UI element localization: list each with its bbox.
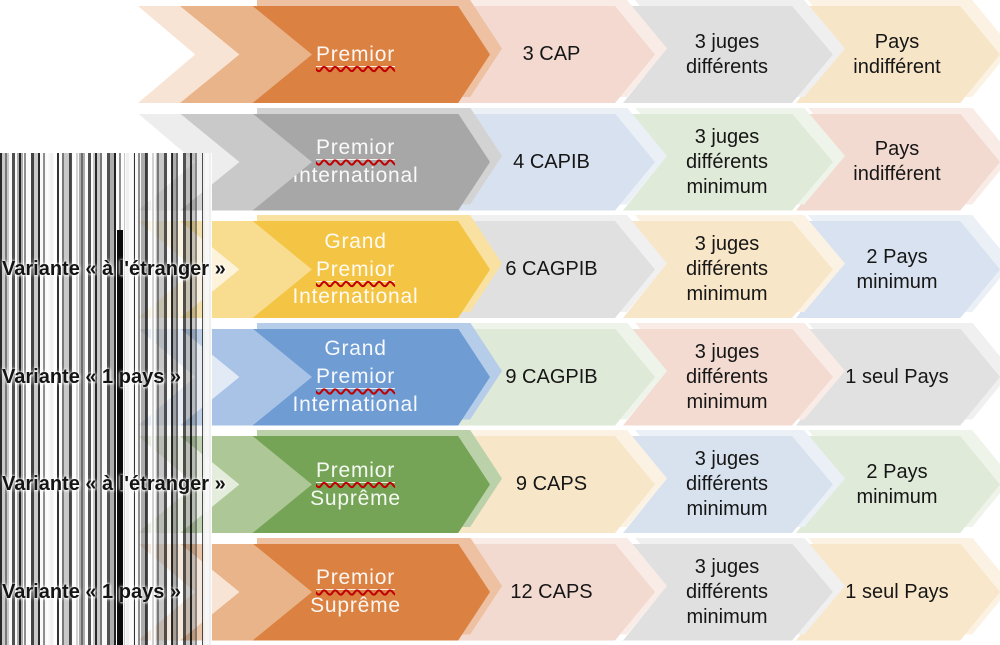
requirement-text: 6 CAGPIB bbox=[505, 258, 598, 280]
process-row-premior: Pays indifférent 3 juges différents 3 CAP P… bbox=[0, 0, 1000, 110]
title-line: Premior bbox=[315, 564, 396, 592]
glitch-bar-artifact bbox=[117, 230, 123, 645]
title-line: International bbox=[292, 392, 419, 416]
process-row-grand-premior-international-1pays: 1 seul Pays 3 juges différents minimum 9 C… bbox=[0, 322, 1000, 433]
requirement-text: 3 juges différents minimum bbox=[686, 340, 768, 413]
title-line: International bbox=[292, 285, 419, 309]
process-row-premior-supreme-etranger: 2 Pays minimum 3 juges différents minimum… bbox=[0, 430, 1000, 540]
requirement-text: 1 seul Pays bbox=[845, 580, 949, 603]
title-line: Suprême bbox=[310, 594, 401, 617]
title-text: Grand Premior International bbox=[245, 329, 490, 426]
requirement-text: 1 seul Pays bbox=[845, 365, 949, 388]
misspelled-word: Premior bbox=[315, 458, 396, 483]
requirement-text: 2 Pays minimum bbox=[856, 245, 938, 293]
glitch-artifact bbox=[0, 153, 212, 645]
title-line: Grand bbox=[324, 337, 387, 361]
requirement-text: 3 CAP bbox=[522, 43, 581, 65]
requirement-text: 3 juges différents minimum bbox=[686, 233, 768, 305]
process-row-premior-international: Pays indifférent 3 juges différents minim… bbox=[0, 107, 1000, 218]
misspelled-word: Premior bbox=[315, 257, 396, 282]
title-line: Premior bbox=[315, 256, 396, 284]
title-text: Premior bbox=[245, 6, 490, 103]
title-text: Grand Premior International bbox=[245, 221, 490, 318]
requirement-text: 12 CAPS bbox=[510, 580, 593, 603]
title-line: Premior bbox=[315, 134, 396, 162]
title-text: Premior International bbox=[245, 114, 490, 211]
title-line: International bbox=[292, 164, 419, 187]
requirement-text: 9 CAPS bbox=[515, 473, 588, 495]
title-line: Grand bbox=[324, 229, 387, 253]
requirement-text: 3 juges différents minimum bbox=[686, 125, 768, 198]
title-line: Suprême bbox=[310, 486, 401, 510]
requirement-chevron: 3 juges différents minimum bbox=[623, 328, 833, 426]
misspelled-word: Premior bbox=[315, 365, 396, 390]
requirement-text: Pays indifférent bbox=[853, 138, 941, 185]
requirement-text: 3 juges différents minimum bbox=[686, 555, 768, 628]
title-text: Premior Suprême bbox=[245, 544, 490, 641]
misspelled-word: Premior bbox=[315, 566, 396, 591]
requirement-text: 4 CAPIB bbox=[513, 150, 590, 173]
requirement-text: 3 juges différents bbox=[686, 30, 768, 78]
title-text: Premior Suprême bbox=[245, 436, 490, 533]
title-line: Premior bbox=[315, 41, 396, 69]
requirement-text: 3 juges différents minimum bbox=[686, 448, 768, 520]
requirement-text: 9 CAGPIB bbox=[505, 365, 598, 388]
requirement-text: Pays indifférent bbox=[853, 30, 941, 78]
title-line: Premior bbox=[315, 457, 396, 485]
misspelled-word: Premior bbox=[315, 136, 396, 161]
requirement-text: 2 Pays minimum bbox=[856, 460, 938, 508]
title-line: Premior bbox=[315, 363, 396, 391]
misspelled-word: Premior bbox=[315, 42, 396, 67]
